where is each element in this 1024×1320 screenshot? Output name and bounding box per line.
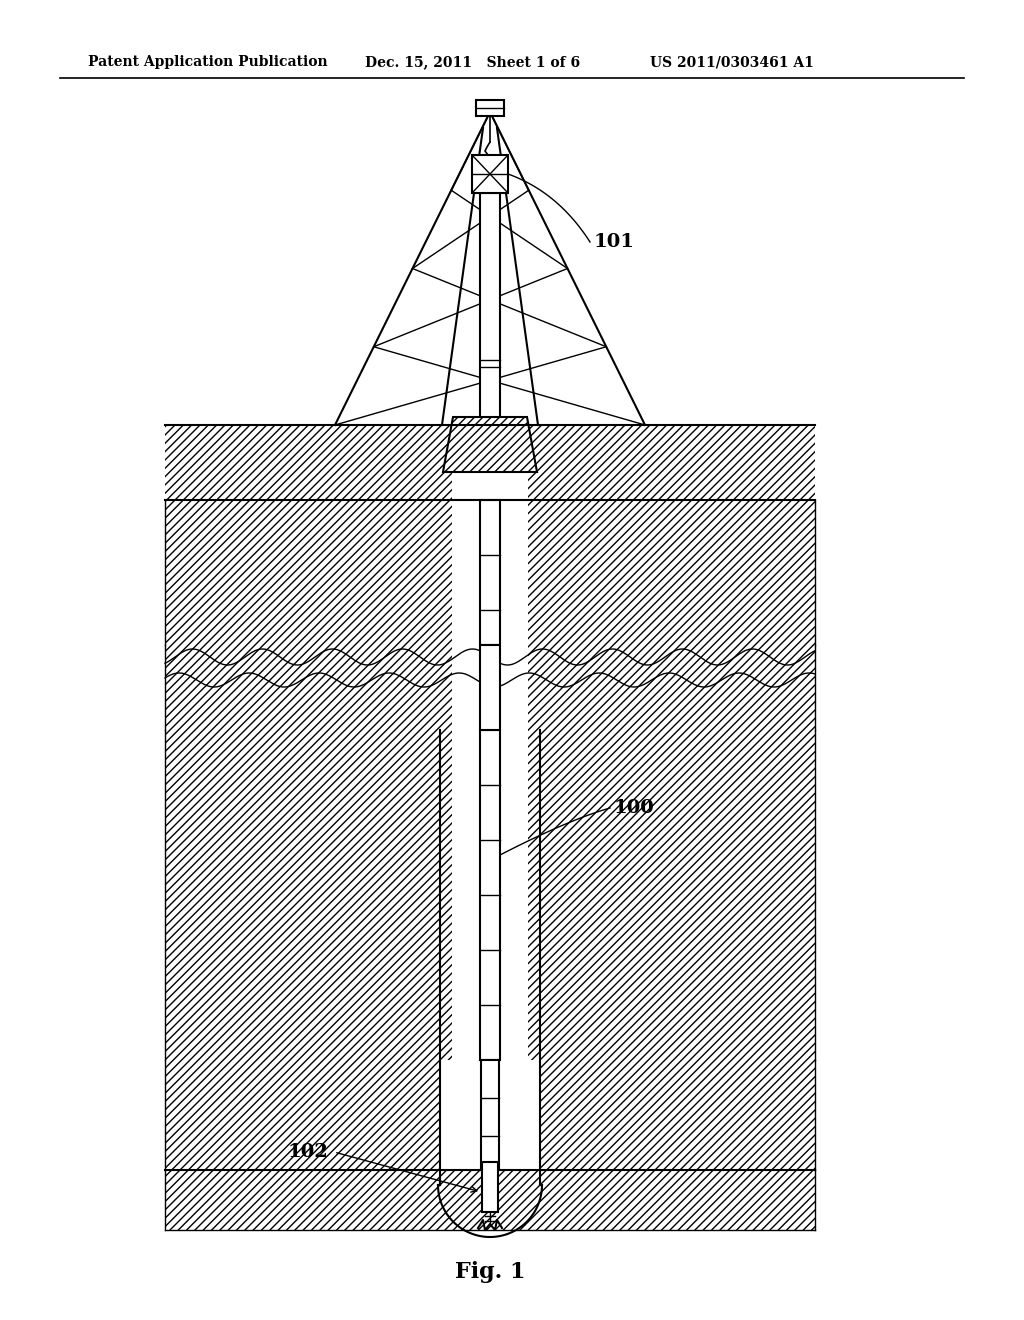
Bar	[528, 425, 815, 500]
Bar	[528, 730, 815, 1060]
Bar	[480, 645, 500, 730]
Text: 100: 100	[614, 799, 654, 817]
Bar	[482, 1162, 498, 1212]
Bar	[476, 100, 504, 116]
Text: Patent Application Publication: Patent Application Publication	[88, 55, 328, 69]
Bar	[480, 730, 500, 1060]
Polygon shape	[443, 417, 537, 473]
Text: Fig. 1: Fig. 1	[455, 1261, 525, 1283]
Bar	[480, 500, 500, 645]
Bar	[528, 645, 815, 730]
Bar	[481, 1060, 499, 1170]
Bar	[480, 193, 500, 425]
Bar	[528, 500, 815, 645]
Text: 101: 101	[594, 234, 635, 251]
Bar	[165, 1170, 815, 1230]
Text: 102: 102	[288, 1143, 328, 1162]
Bar	[540, 1060, 815, 1170]
Text: Dec. 15, 2011   Sheet 1 of 6: Dec. 15, 2011 Sheet 1 of 6	[365, 55, 581, 69]
Bar	[472, 154, 508, 193]
Text: US 2011/0303461 A1: US 2011/0303461 A1	[650, 55, 814, 69]
Bar	[165, 730, 452, 1060]
Bar	[165, 500, 452, 645]
Bar	[165, 1060, 440, 1170]
Bar	[165, 645, 452, 730]
Bar	[165, 425, 452, 500]
